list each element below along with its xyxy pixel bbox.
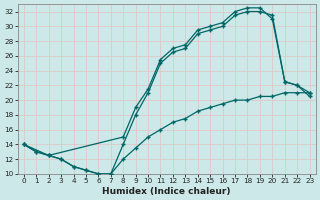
X-axis label: Humidex (Indice chaleur): Humidex (Indice chaleur) [102, 187, 231, 196]
